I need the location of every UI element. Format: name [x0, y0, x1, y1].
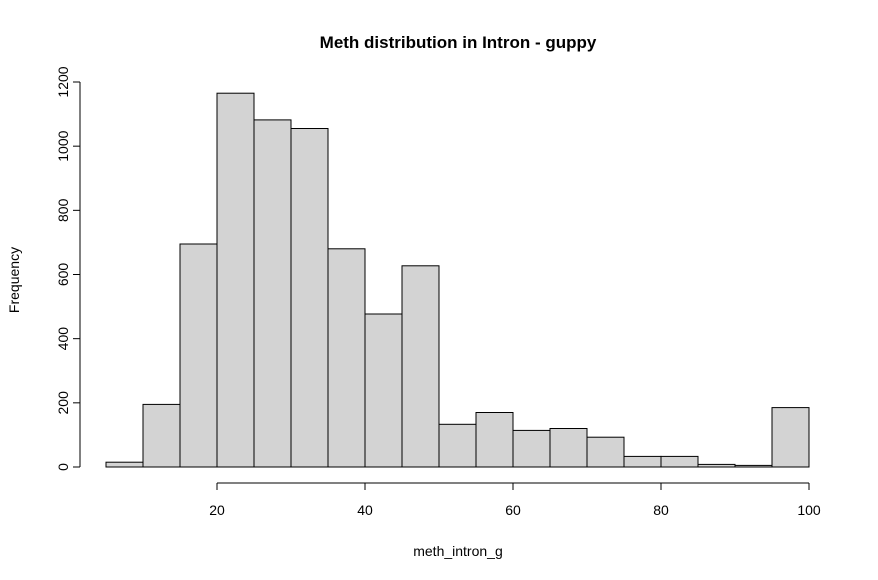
histogram-bar: [623, 455, 662, 468]
x-axis-label: meth_intron_g: [413, 543, 503, 559]
y-axis: 0 200 400 600 800 1000 1200: [55, 66, 81, 471]
histogram-bar: [438, 423, 477, 468]
y-tick-label: 600: [55, 263, 71, 287]
histogram-bar: [253, 119, 292, 468]
histogram-bar: [734, 464, 773, 468]
histogram-bar: [771, 407, 810, 468]
bars-group: [105, 92, 810, 468]
x-tick-label: 100: [797, 502, 821, 518]
histogram-bar: [401, 265, 440, 468]
histogram-bar: [290, 128, 329, 468]
chart-title: Meth distribution in Intron - guppy: [320, 33, 597, 52]
y-tick-label: 1200: [55, 66, 71, 97]
x-tick-label: 20: [209, 502, 225, 518]
histogram-bar: [512, 429, 551, 468]
y-tick-label: 0: [55, 463, 71, 471]
histogram-bar: [697, 463, 736, 468]
x-tick-label: 40: [357, 502, 373, 518]
y-tick-label: 1000: [55, 130, 71, 161]
histogram-bar: [327, 248, 366, 468]
histogram-bar: [105, 461, 144, 468]
histogram-bar: [660, 455, 699, 468]
y-tick-label: 200: [55, 391, 71, 415]
histogram-bar: [549, 428, 588, 468]
histogram-bar: [216, 92, 255, 468]
histogram-bar: [179, 243, 218, 468]
x-tick-label: 60: [505, 502, 521, 518]
histogram-bar: [364, 313, 403, 468]
y-tick-label: 800: [55, 198, 71, 222]
x-axis: 20 40 60 80 100: [209, 482, 821, 518]
y-axis-label: Frequency: [6, 247, 22, 313]
histogram-bar: [142, 403, 181, 468]
histogram-bar: [475, 412, 514, 468]
y-tick-label: 400: [55, 327, 71, 351]
histogram-bar: [586, 436, 625, 468]
x-tick-label: 80: [653, 502, 669, 518]
